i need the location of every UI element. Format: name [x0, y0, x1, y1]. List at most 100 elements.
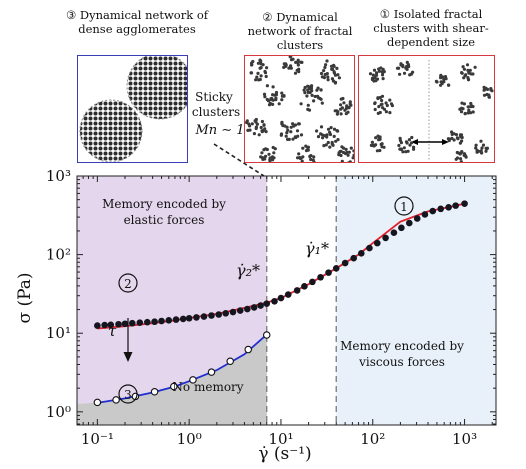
no-memory-label: No memory: [172, 380, 243, 394]
fractal-cluster: [315, 125, 340, 149]
filled-data-point: [413, 215, 421, 222]
x-axis-title: γ̇ (s⁻¹): [258, 444, 311, 464]
fractal-cluster: [262, 84, 286, 107]
elastic-label-line2: elastic forces: [124, 213, 205, 227]
isolated-clusters-drawing: [368, 60, 494, 162]
filled-data-point: [94, 322, 101, 329]
sticky-note-line1: Sticky: [195, 90, 233, 104]
filled-data-point: [250, 304, 258, 311]
panel-caption-text-3: Dynamical network of dense agglomerates: [78, 8, 209, 36]
y-axis-title: σ (Pa): [15, 272, 35, 323]
isolated-cluster: [460, 63, 477, 82]
filled-data-point: [229, 308, 237, 316]
open-data-point: [226, 357, 234, 366]
sticky-note-line2: clusters: [192, 105, 240, 119]
fractal-cluster: [249, 58, 269, 82]
filled-data-point: [277, 294, 285, 302]
fractal-cluster: [279, 120, 304, 141]
isolated-cluster: [368, 66, 386, 83]
marker-state-1: 1: [394, 196, 414, 216]
panel-caption-2: ② Dynamical network of fractal clusters: [244, 10, 356, 52]
filled-data-point: [309, 278, 316, 286]
filled-data-point: [257, 302, 264, 309]
filled-data-point: [144, 318, 151, 326]
filled-data-point: [236, 307, 244, 314]
axes: [76, 175, 497, 426]
filled-data-point: [151, 318, 158, 326]
isolated-cluster: [369, 134, 386, 153]
panel-number-2: ②: [262, 10, 273, 24]
fractal-cluster: [282, 56, 304, 75]
open-data-point: [189, 376, 197, 384]
x-tick-label: 10⁻¹: [81, 430, 114, 448]
tau-arrow-head: [123, 352, 133, 362]
filled-data-point: [341, 259, 349, 267]
blue-fit-curve: [97, 333, 268, 404]
panel-number-1: ①: [379, 7, 391, 21]
isolated-cluster: [395, 60, 415, 77]
filled-data-point: [382, 234, 389, 242]
marker-state-3-number: 3: [124, 388, 132, 402]
filled-data-point: [373, 239, 381, 247]
filled-data-point: [172, 316, 180, 323]
sticky-note-leader: [213, 143, 265, 177]
filled-data-point: [284, 291, 292, 298]
filled-data-point: [405, 219, 413, 227]
y-tick-label: 10²: [46, 246, 71, 264]
open-data-point: [207, 368, 216, 376]
tick-labels: 10⁻¹ 10⁰ 10¹ 10² 10³ 10⁰ 10¹ 10² 10³: [46, 167, 477, 448]
filled-data-point: [350, 254, 358, 262]
filled-data-point: [398, 224, 405, 232]
panel-caption-text-2: Dynamical network of fractal clusters: [247, 10, 353, 52]
data-points: [93, 200, 468, 407]
x-tick-label: 10⁰: [177, 430, 202, 448]
open-data-point: [170, 382, 178, 391]
filled-data-point: [332, 264, 340, 272]
filled-data-point: [263, 300, 271, 307]
sticky-note-formula: Mn ∼ 1: [194, 123, 244, 138]
x-tick-label: 10¹: [268, 430, 293, 448]
fractal-cluster: [337, 145, 354, 162]
viscous-label-line1: Memory encoded by: [340, 339, 464, 353]
filled-data-point: [185, 314, 193, 322]
x-tick-label: 10²: [360, 430, 385, 448]
filled-data-point: [101, 321, 108, 329]
filled-data-point: [222, 310, 229, 317]
viscous-label-line2: viscous forces: [358, 355, 445, 369]
filled-data-point: [293, 287, 301, 294]
plot-frame: [76, 175, 497, 426]
open-data-point: [112, 396, 120, 404]
filled-data-point: [421, 211, 429, 218]
filled-data-point: [121, 320, 129, 328]
filled-data-point: [179, 315, 187, 323]
filled-data-point: [452, 202, 459, 209]
open-data-point: [93, 398, 102, 407]
y-tick-label: 10³: [46, 167, 71, 185]
shear-arrow-right-head: [442, 139, 449, 145]
filled-data-point: [301, 283, 308, 290]
fractal-network-drawing: [245, 56, 354, 162]
isolated-cluster: [446, 130, 464, 145]
dense-agglomerates-drawing: [79, 56, 187, 162]
fractal-cluster: [299, 84, 324, 112]
filled-data-point: [128, 319, 136, 327]
open-data-point: [244, 345, 252, 354]
isolated-cluster: [434, 73, 451, 87]
marker-state-1-number: 1: [400, 200, 408, 214]
filled-data-point: [208, 312, 215, 319]
filled-data-point: [429, 207, 437, 215]
tau-label: τ: [108, 322, 117, 340]
x-tick-label: 10³: [452, 430, 477, 448]
isolated-cluster: [474, 139, 489, 155]
filled-data-point: [325, 269, 332, 276]
fractal-cluster: [245, 117, 268, 137]
marker-state-2-number: 2: [124, 277, 132, 291]
y-tick-label: 10¹: [46, 324, 71, 342]
filled-data-point: [357, 249, 365, 257]
filled-data-point: [317, 273, 324, 281]
filled-data-point: [158, 317, 165, 325]
filled-data-point: [437, 205, 445, 213]
open-data-point: [150, 388, 159, 396]
fractal-cluster: [319, 59, 341, 85]
